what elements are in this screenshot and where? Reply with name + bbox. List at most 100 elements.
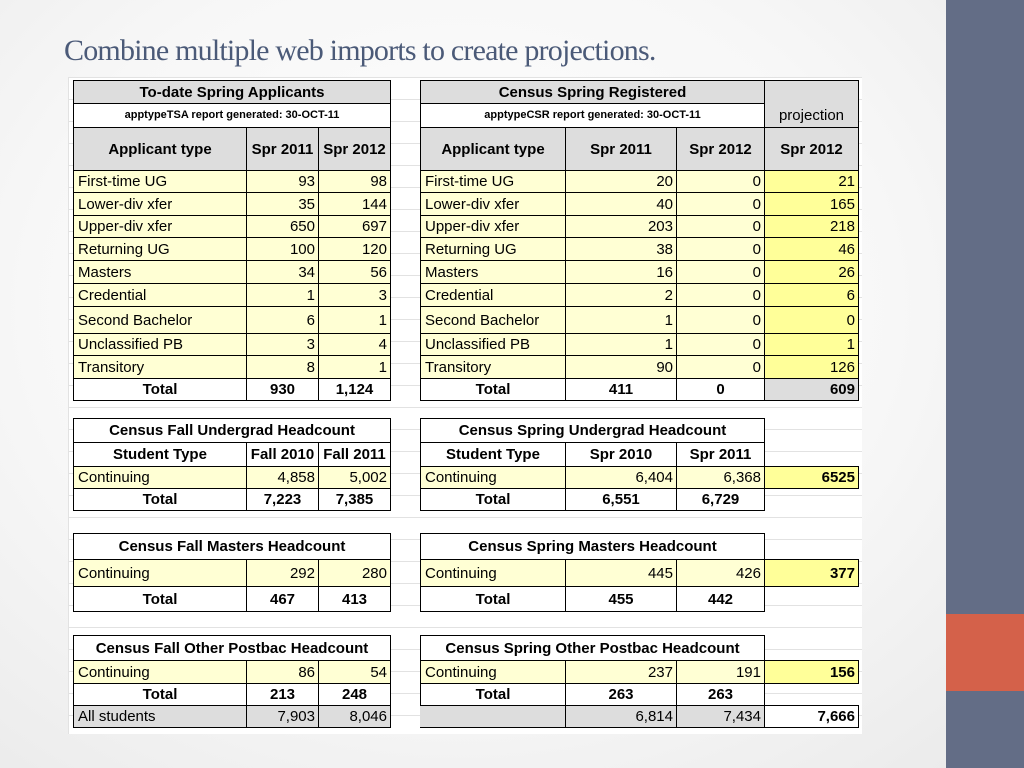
projection-all-students: 7,666 — [764, 705, 859, 728]
projection-total: 609 — [764, 378, 859, 401]
fall_ug-title: Census Fall Undergrad Headcount — [73, 418, 391, 443]
applicants-cell: Credential — [73, 283, 247, 307]
spring_ug-header: Student Type — [420, 442, 566, 467]
projection-cell: 6 — [764, 283, 859, 307]
projection-undergrad: 6525 — [764, 466, 859, 489]
fall_masters-row: Continuing — [73, 559, 247, 587]
projection-postbac: 156 — [764, 660, 859, 684]
spring_ug-row: 6,368 — [676, 466, 765, 489]
fall_ug-row: Continuing — [73, 466, 247, 489]
applicants-cell: 56 — [318, 260, 391, 284]
registered-cell: Credential — [420, 283, 566, 307]
applicants-total: 1,124 — [318, 378, 391, 401]
registered-header: Applicant type — [420, 127, 566, 171]
spring_masters-title: Census Spring Masters Headcount — [420, 533, 765, 560]
applicants-cell: First-time UG — [73, 170, 247, 193]
fall_ug-total: Total — [73, 488, 247, 511]
applicants-cell: Lower-div xfer — [73, 192, 247, 216]
fall_postbac-row: 54 — [318, 660, 391, 684]
applicants-cell: 120 — [318, 237, 391, 261]
fall_postbac-row: 86 — [246, 660, 319, 684]
applicants-cell: Returning UG — [73, 237, 247, 261]
side-accent-block — [946, 614, 1024, 691]
registered-cell: Upper-div xfer — [420, 215, 566, 238]
spring_ug-header: Spr 2011 — [676, 442, 765, 467]
registered-header: Spr 2012 — [676, 127, 765, 171]
registered-cell: 0 — [676, 283, 765, 307]
registered-cell: 0 — [676, 333, 765, 356]
applicants-cell: Upper-div xfer — [73, 215, 247, 238]
fall_postbac-total: 248 — [318, 683, 391, 706]
fall_masters-total: Total — [73, 586, 247, 612]
applicants-cell: 35 — [246, 192, 319, 216]
spring_ug-row: 6,404 — [565, 466, 677, 489]
fall_postbac-row: Continuing — [73, 660, 247, 684]
applicants-cell: Transitory — [73, 355, 247, 379]
projection-cell: 165 — [764, 192, 859, 216]
registered-header: Spr 2011 — [565, 127, 677, 171]
registered-cell: Masters — [420, 260, 566, 284]
applicants-cell: 93 — [246, 170, 319, 193]
fall_masters-total: 413 — [318, 586, 391, 612]
all-students-value: 7,903 — [246, 705, 319, 728]
projection-header: Spr 2012 — [764, 127, 859, 171]
registered-cell: Second Bachelor — [420, 306, 566, 334]
fall_masters-title: Census Fall Masters Headcount — [73, 533, 391, 560]
fall_ug-header: Fall 2011 — [318, 442, 391, 467]
applicants-cell: 1 — [246, 283, 319, 307]
applicants-header: Spr 2012 — [318, 127, 391, 171]
applicants-cell: 3 — [246, 333, 319, 356]
spring_masters-total: Total — [420, 586, 566, 612]
spring_ug-total: 6,729 — [676, 488, 765, 511]
registered-cell: 0 — [676, 237, 765, 261]
spring_masters-row: 426 — [676, 559, 765, 587]
registered-total: Total — [420, 378, 566, 401]
applicants-cell: Second Bachelor — [73, 306, 247, 334]
projection-cell: 21 — [764, 170, 859, 193]
registered-total: 411 — [565, 378, 677, 401]
registered-cell: 1 — [565, 306, 677, 334]
registered-cell: 0 — [676, 215, 765, 238]
registered-cell: 20 — [565, 170, 677, 193]
registered-cell: 0 — [676, 355, 765, 379]
spring_postbac-row: 237 — [565, 660, 677, 684]
applicants-total: 930 — [246, 378, 319, 401]
fall_ug-header: Fall 2010 — [246, 442, 319, 467]
registered-cell: First-time UG — [420, 170, 566, 193]
applicants-cell: Unclassified PB — [73, 333, 247, 356]
fall_ug-total: 7,223 — [246, 488, 319, 511]
applicants-subtitle: apptypeTSA report generated: 30-OCT-11 — [73, 103, 391, 128]
all-students-value: 8,046 — [318, 705, 391, 728]
fall_postbac-total: Total — [73, 683, 247, 706]
spring_ug-header: Spr 2010 — [565, 442, 677, 467]
registered-cell: 16 — [565, 260, 677, 284]
applicants-cell: Masters — [73, 260, 247, 284]
fall_ug-row: 4,858 — [246, 466, 319, 489]
fall_ug-total: 7,385 — [318, 488, 391, 511]
registered-cell: Returning UG — [420, 237, 566, 261]
fall_masters-row: 280 — [318, 559, 391, 587]
applicants-cell: 144 — [318, 192, 391, 216]
registered-cell: 203 — [565, 215, 677, 238]
applicants-cell: 8 — [246, 355, 319, 379]
spring_ug-total: 6,551 — [565, 488, 677, 511]
projection-cell: 0 — [764, 306, 859, 334]
registered-cell: 90 — [565, 355, 677, 379]
spring_postbac-total: Total — [420, 683, 566, 706]
spring_ug-row: Continuing — [420, 466, 566, 489]
spring_masters-total: 442 — [676, 586, 765, 612]
registered-cell: 0 — [676, 260, 765, 284]
applicants-cell: 34 — [246, 260, 319, 284]
applicants-cell: 6 — [246, 306, 319, 334]
applicants-cell: 697 — [318, 215, 391, 238]
applicants-cell: 98 — [318, 170, 391, 193]
applicants-header: Applicant type — [73, 127, 247, 171]
fall_postbac-total: 213 — [246, 683, 319, 706]
registered-cell: Transitory — [420, 355, 566, 379]
all-students-label: All students — [73, 705, 247, 728]
spring_postbac-total: 263 — [565, 683, 677, 706]
spring_masters-row: Continuing — [420, 559, 566, 587]
spring_ug-title: Census Spring Undergrad Headcount — [420, 418, 765, 443]
fall_ug-row: 5,002 — [318, 466, 391, 489]
spring_postbac-title: Census Spring Other Postbac Headcount — [420, 635, 765, 661]
